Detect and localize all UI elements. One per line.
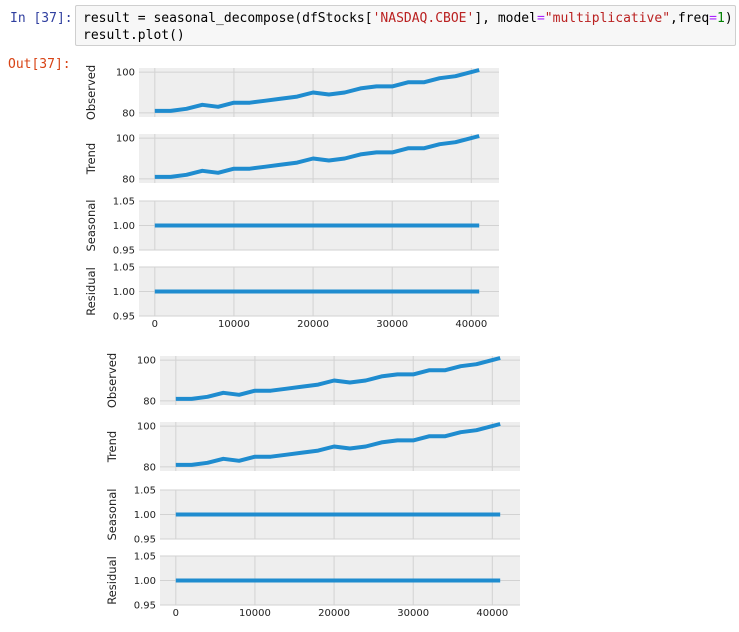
y-tick-label: 1.05 — [113, 197, 135, 208]
y-tick-label: 1.05 — [134, 486, 156, 497]
x-tick-label: 20000 — [318, 608, 350, 619]
output-prompt: Out[37]: — [8, 57, 71, 72]
y-tick-label: 0.95 — [134, 535, 156, 546]
y-tick-label: 1.05 — [113, 263, 135, 274]
y-axis-label: Residual — [84, 267, 98, 316]
y-tick-label: 1.00 — [134, 510, 156, 521]
y-tick-label: 100 — [137, 356, 156, 367]
series-line-trend — [175, 422, 501, 467]
y-tick-label: 1.05 — [134, 552, 156, 563]
y-tick-label: 80 — [122, 108, 135, 119]
y-tick-label: 1.00 — [134, 576, 156, 587]
y-axis-label: Trend — [105, 431, 119, 463]
x-tick-label: 30000 — [376, 319, 408, 330]
x-tick-label: 10000 — [218, 319, 250, 330]
code-line-2[interactable]: result.plot() — [83, 28, 185, 43]
code-token: ) — [724, 11, 733, 26]
x-tick-label: 40000 — [455, 319, 487, 330]
code-token: ], model — [474, 11, 537, 26]
code-operator: = — [709, 11, 717, 26]
y-tick-label: 100 — [116, 68, 135, 79]
y-axis-label: Residual — [105, 556, 119, 605]
code-cell[interactable]: result = seasonal_decompose(dfStocks['NA… — [75, 5, 736, 46]
x-tick-label: 40000 — [476, 608, 508, 619]
y-axis-label: Seasonal — [105, 489, 119, 541]
y-tick-label: 0.95 — [113, 246, 135, 257]
y-tick-label: 80 — [143, 396, 156, 407]
code-token: result = seasonal_decompose(dfStocks[ — [83, 11, 373, 26]
code-string-ticker: 'NASDAQ.CBOE' — [372, 11, 475, 26]
code-token: ,freq — [670, 11, 710, 26]
x-tick-label: 0 — [152, 319, 158, 330]
y-tick-label: 0.95 — [113, 312, 135, 323]
y-tick-label: 80 — [143, 462, 156, 473]
y-tick-label: 80 — [122, 174, 135, 185]
x-tick-label: 20000 — [297, 319, 329, 330]
code-string-model: "multiplicative" — [544, 11, 671, 26]
y-axis-label: Trend — [84, 143, 98, 175]
input-prompt: In [37]: — [10, 11, 73, 26]
x-tick-label: 0 — [173, 608, 179, 619]
x-tick-label: 30000 — [397, 608, 429, 619]
y-tick-label: 1.00 — [113, 287, 135, 298]
x-tick-label: 10000 — [239, 608, 271, 619]
code-line-1[interactable]: result = seasonal_decompose(dfStocks['NA… — [83, 11, 733, 26]
code-number: 1 — [717, 11, 725, 26]
y-axis-label: Seasonal — [84, 200, 98, 252]
series-line-observed — [175, 356, 501, 401]
series-line-trend — [154, 134, 480, 179]
series-line-observed — [154, 68, 480, 113]
y-tick-label: 0.95 — [134, 601, 156, 612]
code-operator: = — [536, 11, 545, 26]
y-axis-label: Observed — [84, 65, 98, 120]
y-tick-label: 1.00 — [113, 221, 135, 232]
y-axis-label: Observed — [105, 353, 119, 408]
y-tick-label: 100 — [116, 134, 135, 145]
y-tick-label: 100 — [137, 422, 156, 433]
